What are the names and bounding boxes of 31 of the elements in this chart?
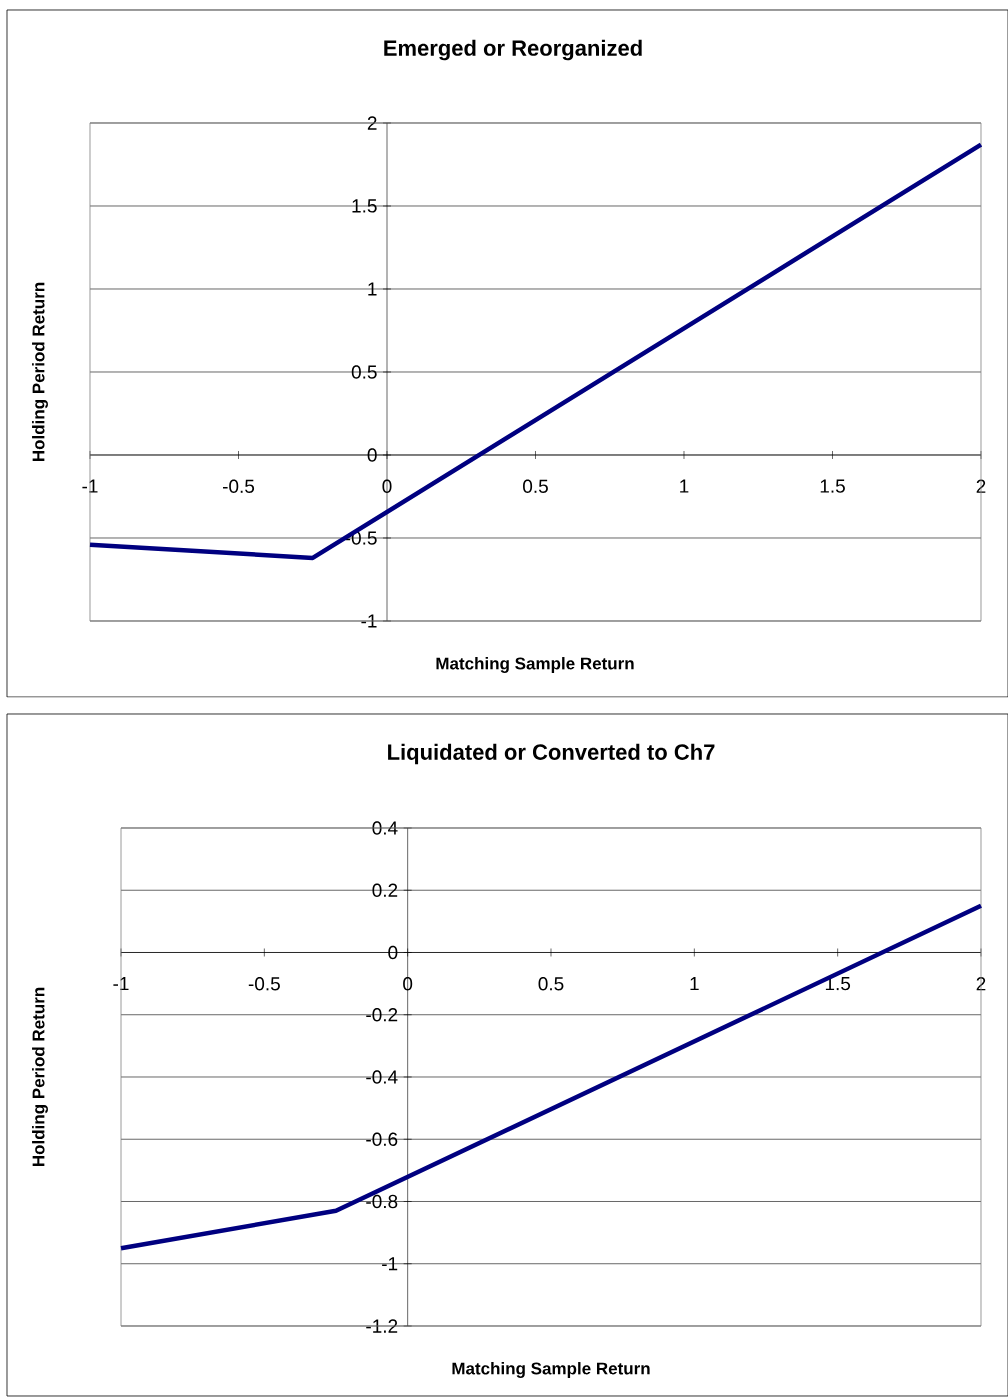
- y-tick-label: -1: [382, 1257, 398, 1271]
- y-tick-label: 1: [368, 282, 377, 296]
- y-tick-label: 0.5: [351, 365, 377, 379]
- x-tick-label: -0.5: [248, 977, 280, 991]
- y-tick-label: 0.2: [372, 883, 398, 897]
- x-tick-label: 2: [976, 977, 986, 991]
- x-tick-label: 0.5: [538, 977, 564, 991]
- y-tick-label: -0.6: [366, 1132, 398, 1146]
- x-tick-label: 0: [403, 977, 413, 991]
- y-tick-label: -0.4: [366, 1070, 398, 1084]
- x-axis-title: Matching Sample Return: [436, 657, 634, 673]
- y-tick-label: 0: [367, 448, 377, 462]
- y-axis-title: Holding Period Return: [32, 282, 48, 462]
- y-tick-label: -1: [361, 614, 377, 628]
- x-tick-label: 2: [976, 479, 986, 493]
- x-axis-title: Matching Sample Return: [452, 1362, 650, 1378]
- y-tick-label: -0.2: [366, 1008, 398, 1022]
- x-tick-label: 0.5: [523, 479, 548, 493]
- x-tick-label: 1: [690, 977, 699, 991]
- y-tick-label: 2: [367, 116, 377, 130]
- y-tick-label: 1.5: [352, 199, 377, 213]
- x-tick-label: -0.5: [222, 479, 255, 493]
- chart-title: Liquidated or Converted to Ch7: [388, 743, 715, 765]
- y-tick-label: -1.2: [366, 1319, 398, 1333]
- y-tick-label: 0.4: [372, 821, 398, 835]
- x-tick-label: -1: [113, 977, 129, 991]
- chart-title: Emerged or Reorganized: [384, 39, 642, 61]
- y-axis-title: Holding Period Return: [32, 987, 48, 1167]
- x-tick-label: 1.5: [820, 479, 845, 493]
- x-tick-label: -1: [82, 479, 98, 493]
- x-tick-label: 1: [680, 479, 689, 493]
